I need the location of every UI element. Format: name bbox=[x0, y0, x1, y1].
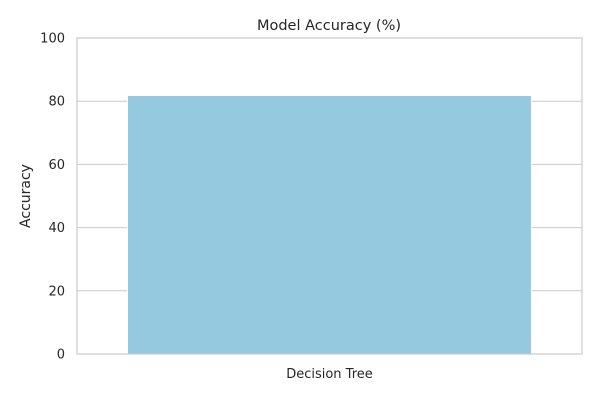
plot-frame bbox=[76, 37, 583, 355]
y-axis-label: Accuracy bbox=[18, 164, 34, 228]
y-tick-label: 80 bbox=[48, 95, 65, 110]
y-tick-label: 40 bbox=[48, 221, 65, 236]
x-tick-labels: Decision Tree bbox=[286, 367, 373, 382]
bar-decision-tree bbox=[127, 95, 532, 355]
y-tick-label: 60 bbox=[48, 158, 65, 173]
chart-title: Model Accuracy (%) bbox=[257, 18, 401, 34]
y-tick-label: 20 bbox=[48, 284, 65, 299]
y-tick-label: 100 bbox=[40, 32, 65, 47]
x-tick-label: Decision Tree bbox=[286, 367, 373, 382]
y-tick-labels: 0 20 40 60 80 100 bbox=[40, 32, 65, 363]
bar-layer bbox=[127, 95, 532, 355]
y-tick-label: 0 bbox=[57, 348, 65, 363]
